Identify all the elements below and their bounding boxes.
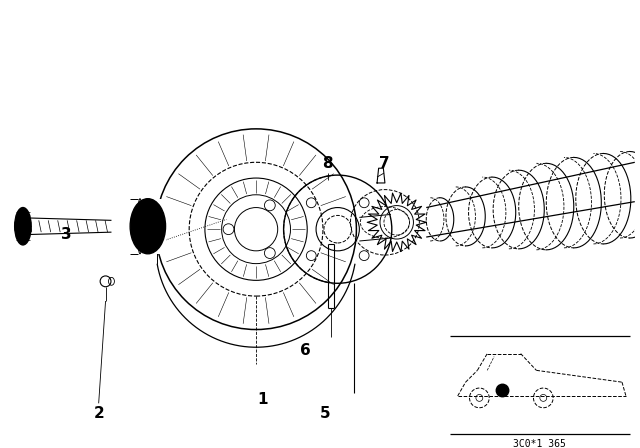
Text: 4: 4 — [136, 227, 147, 241]
Ellipse shape — [130, 199, 166, 254]
Text: 6: 6 — [300, 343, 310, 358]
Bar — [130, 199, 166, 254]
Text: 1: 1 — [258, 392, 268, 407]
Ellipse shape — [15, 207, 31, 245]
Text: 8: 8 — [323, 156, 333, 171]
Text: 2: 2 — [93, 405, 104, 421]
Text: 7: 7 — [379, 156, 389, 171]
Text: 3: 3 — [61, 227, 72, 241]
Text: 3C0*1 365: 3C0*1 365 — [513, 439, 566, 448]
Text: 5: 5 — [319, 405, 330, 421]
